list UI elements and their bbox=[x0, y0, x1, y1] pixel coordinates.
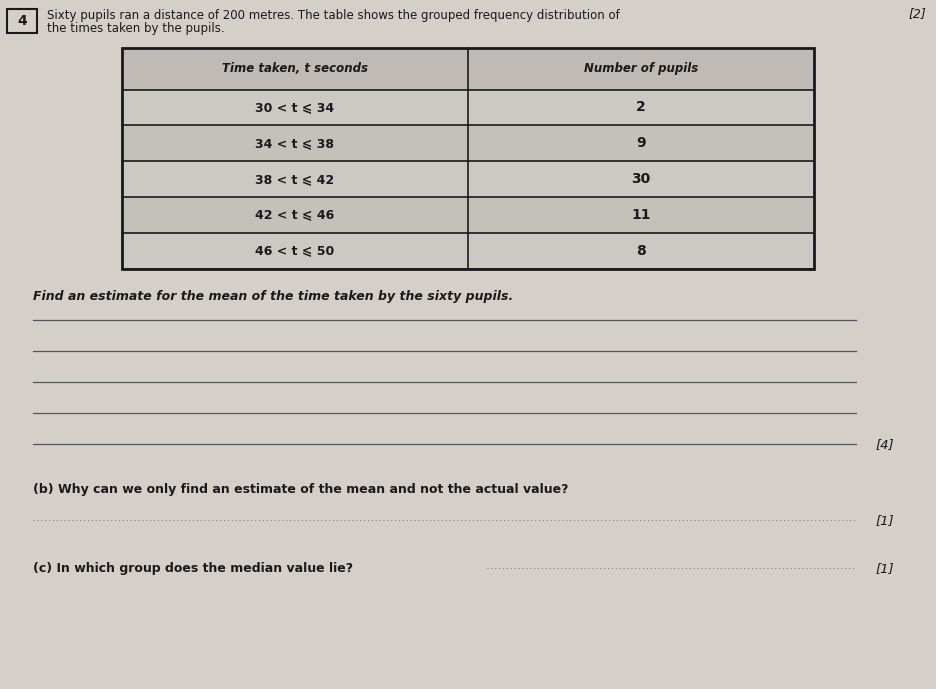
Bar bbox=[122, 233, 814, 269]
Text: [2]: [2] bbox=[909, 7, 927, 20]
Text: 38 < t ⩽ 42: 38 < t ⩽ 42 bbox=[256, 173, 334, 185]
Text: Number of pupils: Number of pupils bbox=[584, 63, 698, 75]
Bar bbox=[122, 90, 814, 125]
Text: Time taken, t seconds: Time taken, t seconds bbox=[222, 63, 368, 75]
Text: 30: 30 bbox=[632, 172, 651, 186]
Text: Find an estimate for the mean of the time taken by the sixty pupils.: Find an estimate for the mean of the tim… bbox=[33, 290, 513, 302]
Bar bbox=[122, 197, 814, 233]
Text: [4]: [4] bbox=[875, 438, 894, 451]
FancyBboxPatch shape bbox=[7, 9, 37, 33]
Text: 34 < t ⩽ 38: 34 < t ⩽ 38 bbox=[256, 137, 334, 150]
Text: Sixty pupils ran a distance of 200 metres. The table shows the grouped frequency: Sixty pupils ran a distance of 200 metre… bbox=[47, 9, 620, 21]
Text: the times taken by the pupils.: the times taken by the pupils. bbox=[47, 23, 225, 35]
Text: 46 < t ⩽ 50: 46 < t ⩽ 50 bbox=[256, 245, 334, 257]
Text: 2: 2 bbox=[636, 101, 646, 114]
Bar bbox=[122, 48, 814, 90]
Bar bbox=[122, 48, 814, 269]
Bar bbox=[122, 125, 814, 161]
Text: 42 < t ⩽ 46: 42 < t ⩽ 46 bbox=[256, 209, 334, 221]
Text: [1]: [1] bbox=[875, 514, 894, 526]
Text: 30 < t ⩽ 34: 30 < t ⩽ 34 bbox=[256, 101, 334, 114]
Text: (c) In which group does the median value lie?: (c) In which group does the median value… bbox=[33, 562, 353, 575]
Text: 11: 11 bbox=[632, 208, 651, 222]
Text: 8: 8 bbox=[636, 244, 646, 258]
Text: [1]: [1] bbox=[875, 562, 894, 575]
Text: 9: 9 bbox=[636, 136, 646, 150]
Text: 4: 4 bbox=[18, 14, 27, 28]
Bar bbox=[122, 161, 814, 197]
Text: (b) Why can we only find an estimate of the mean and not the actual value?: (b) Why can we only find an estimate of … bbox=[33, 483, 568, 495]
